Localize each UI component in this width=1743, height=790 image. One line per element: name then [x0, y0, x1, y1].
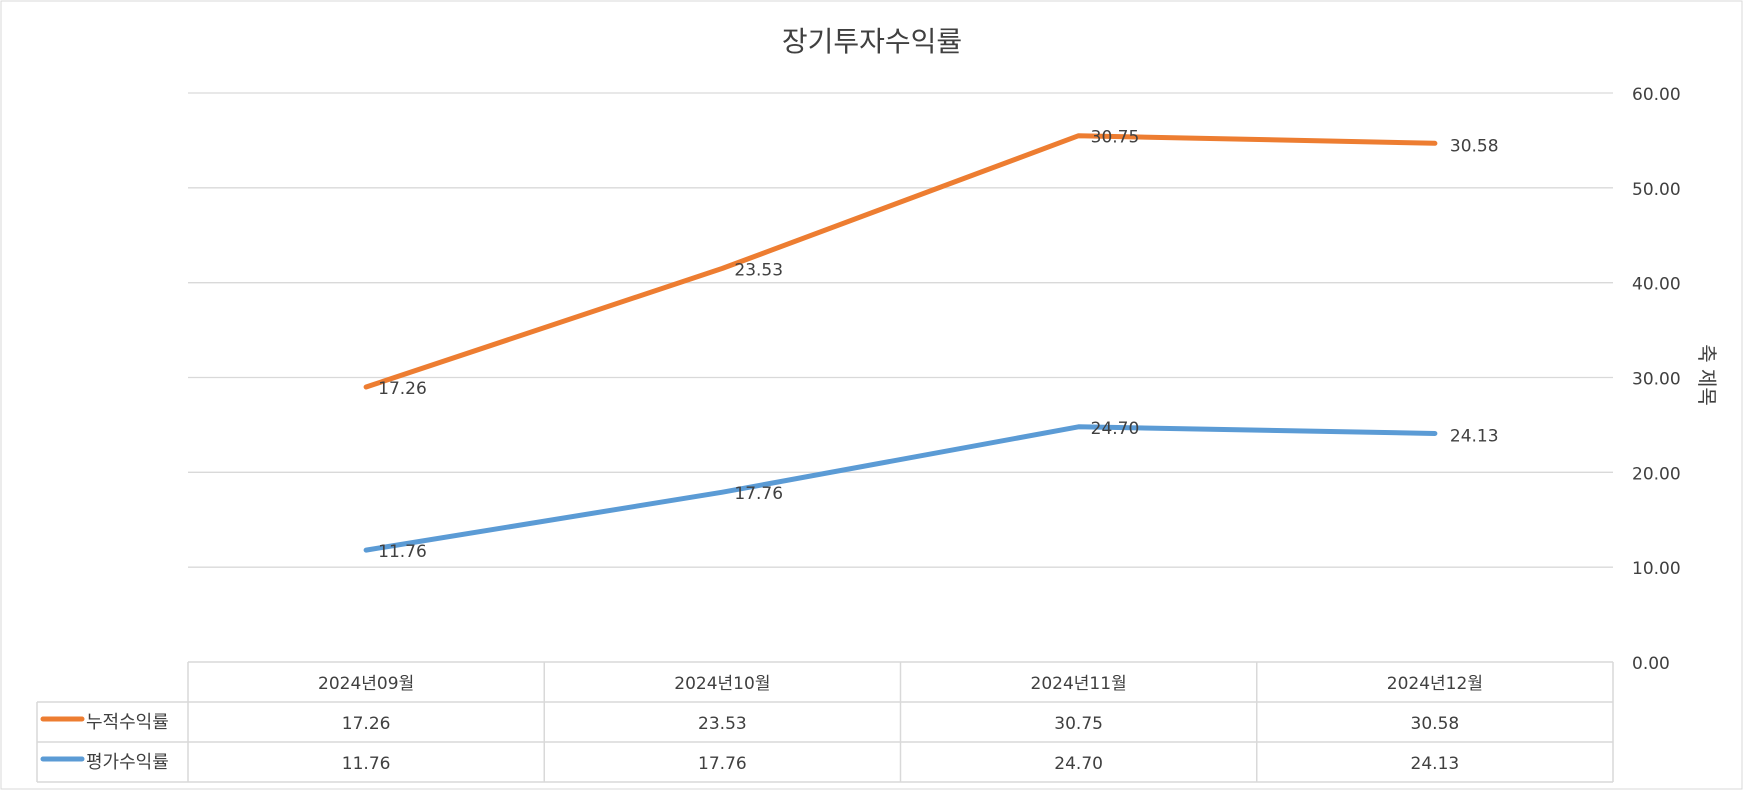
data-label: 17.26: [378, 379, 427, 399]
y-tick-label: 30.00: [1632, 370, 1681, 390]
table-cell: 30.75: [1054, 714, 1103, 734]
x-tick-label: 2024년10월: [674, 674, 770, 694]
table-cell: 30.58: [1411, 714, 1460, 734]
legend-entry: 평가수익률: [86, 752, 169, 773]
table-cell: 24.13: [1411, 754, 1460, 774]
data-label: 24.70: [1091, 419, 1140, 439]
y-tick-label: 20.00: [1632, 464, 1681, 484]
table-cell: 17.26: [342, 714, 391, 734]
data-label: 30.75: [1091, 128, 1140, 148]
chart-title: 장기투자수익률: [782, 25, 962, 58]
y-tick-label: 60.00: [1632, 85, 1681, 105]
data-label: 24.13: [1450, 426, 1499, 446]
data-label: 30.58: [1450, 136, 1499, 156]
table-cell: 11.76: [342, 754, 391, 774]
y-axis-ticks: 0.00 10.00 20.00 30.00 40.00 50.00 60.00: [1632, 85, 1681, 674]
table-cell: 17.76: [698, 754, 747, 774]
y-tick-label: 0.00: [1632, 654, 1670, 674]
table-cell: 24.70: [1054, 754, 1103, 774]
x-tick-label: 2024년12월: [1387, 674, 1483, 694]
data-label: 17.76: [734, 484, 783, 504]
gridlines: [188, 92, 1613, 568]
table-cell: 23.53: [698, 714, 747, 734]
series-line-1: [363, 133, 1438, 390]
legend-entry: 누적수익률: [86, 712, 169, 733]
data-label: 23.53: [734, 260, 783, 280]
data-label: 11.76: [378, 542, 427, 562]
series-line-2: [363, 424, 1438, 553]
y-axis-title: 축 제목: [1695, 344, 1719, 406]
x-tick-label: 2024년11월: [1031, 674, 1127, 694]
series-lines: [363, 133, 1438, 553]
x-tick-label: 2024년09월: [318, 674, 414, 694]
data-labels: 17.26 23.53 30.75 30.58 11.76 17.76 24.70 24.13: [378, 128, 1498, 562]
y-tick-label: 40.00: [1632, 275, 1681, 295]
y-tick-label: 10.00: [1632, 559, 1681, 579]
y-tick-label: 50.00: [1632, 180, 1681, 200]
